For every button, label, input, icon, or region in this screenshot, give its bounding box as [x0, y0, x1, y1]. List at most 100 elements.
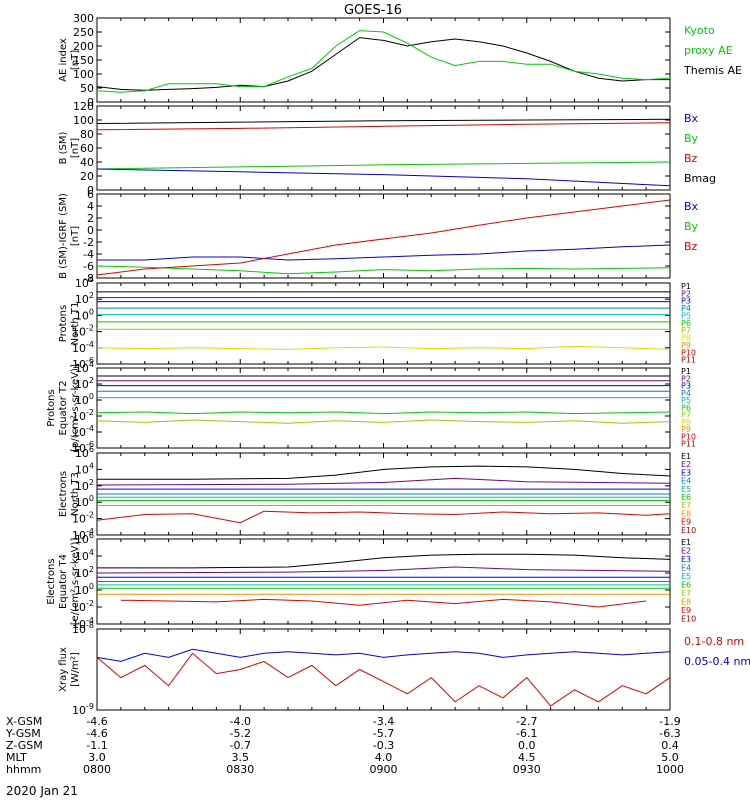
footer-value: 0.4 [661, 739, 679, 752]
legend-entry: E4 [681, 564, 691, 573]
legend-entry: E6 [681, 581, 691, 590]
y-axis-label: [nT] [70, 138, 81, 158]
y-tick-label: 100 [75, 582, 94, 597]
y-axis-label: B (SM) [58, 131, 69, 164]
footer-value: -2.7 [516, 715, 537, 728]
series-line-e1 [97, 465, 670, 480]
panel-frame [96, 105, 671, 191]
y-tick-label: 300 [73, 12, 94, 25]
legend-entry: E9 [681, 518, 691, 527]
series-line-e2 [97, 566, 670, 574]
series-line-by [97, 265, 670, 275]
legend-entry: P10 [681, 348, 696, 357]
footer-value: -4.6 [86, 727, 107, 740]
legend-entry: P9 [681, 425, 691, 434]
footer-value: -4.6 [86, 715, 107, 728]
footer-value: 0930 [513, 763, 541, 776]
y-tick-label: 6 [87, 188, 94, 201]
y-axis-label: [nT] [70, 50, 81, 70]
y-tick-label: 104 [75, 461, 94, 476]
series-line-kyoto-proxy-ae [97, 30, 670, 93]
series-line-p7 [97, 419, 670, 424]
legend-entry: P9 [681, 341, 691, 350]
footer-value: -1.9 [659, 715, 680, 728]
legend-entry: P6 [681, 319, 691, 328]
y-tick-label: 10-9 [72, 702, 94, 717]
footer-value: -5.2 [230, 727, 251, 740]
legend-entry: E7 [681, 589, 691, 598]
y-tick-label: 10-4 [72, 424, 94, 439]
legend-entry: E3 [681, 555, 691, 564]
footer-value: -0.3 [373, 739, 394, 752]
legend-entry: P5 [681, 311, 691, 320]
y-tick-label: 10-2 [72, 599, 94, 614]
y-tick-label: 0 [87, 96, 94, 109]
y-axis-label: [p/(cm²-s-sr-keV)] [70, 364, 81, 452]
footer-row-label: Y-GSM [5, 727, 41, 740]
y-tick-label: 10-4 [72, 616, 94, 631]
legend-entry: P4 [681, 389, 691, 398]
y-axis-label: [W/m²] [70, 652, 81, 687]
footer-row-label: X-GSM [6, 715, 42, 728]
series-line-e2 [97, 477, 670, 486]
legend-entry: E2 [681, 460, 691, 469]
chart-title: GOES-16 [344, 3, 402, 18]
y-tick-label: 10-6 [72, 356, 94, 371]
series-line-e9 [120, 598, 647, 608]
y-tick-label: 100 [75, 307, 94, 322]
legend-entry: E1 [681, 452, 691, 461]
legend-entry: P3 [681, 297, 691, 306]
date-label: 2020 Jan 21 [6, 784, 78, 798]
y-axis-label: Xray flux [58, 647, 69, 692]
series-line-p8 [97, 345, 670, 350]
y-axis-label: Electrons [46, 558, 57, 604]
series-line-e1 [97, 553, 670, 569]
legend-entry: By [684, 220, 699, 233]
y-tick-label: 10-2 [72, 408, 94, 423]
legend-entry: P4 [681, 304, 691, 313]
legend-entry: P7 [681, 411, 691, 420]
y-tick-label: 10-2 [72, 324, 94, 339]
y-tick-label: 0 [87, 224, 94, 237]
y-tick-label: 100 [73, 114, 94, 127]
legend-entry: E10 [681, 615, 696, 624]
legend-entry: P2 [681, 374, 691, 383]
series-line-bz [97, 122, 670, 131]
y-tick-label: 4 [87, 200, 94, 213]
series-line-themis-ae [97, 37, 670, 91]
series-line-by [97, 161, 670, 170]
legend-entry: P3 [681, 382, 691, 391]
footer-value: 0900 [370, 763, 398, 776]
y-tick-label: 10-6 [72, 440, 94, 455]
legend-entry: E6 [681, 493, 691, 502]
footer-row-label: MLT [6, 751, 27, 764]
legend-entry: Bx [684, 112, 699, 125]
legend-entry: P8 [681, 334, 691, 343]
footer-value: 3.0 [88, 751, 106, 764]
y-tick-label: 100 [75, 392, 94, 407]
y-tick-label: -8 [83, 272, 94, 285]
y-axis-label: Equator T4 [58, 554, 69, 609]
legend-entry: E5 [681, 485, 691, 494]
footer-value: 0800 [83, 763, 111, 776]
series-line-0-1-0-8-nm [97, 652, 670, 707]
y-tick-label: 100 [73, 68, 94, 81]
footer-value: 4.0 [375, 751, 393, 764]
footer-value: 0.0 [518, 739, 536, 752]
legend-entry: Bx [684, 200, 699, 213]
y-tick-label: 0 [87, 184, 94, 197]
legend-entry: By [684, 132, 699, 145]
series-line-bx [97, 244, 670, 261]
footer-value: 5.0 [661, 751, 679, 764]
panel-electrons_t4: 10-4 10-2 100 102 104 106 Electrons Equator T4[… [46, 531, 696, 631]
footer-value: -6.1 [516, 727, 537, 740]
legend-entry: Bmag [684, 172, 716, 185]
y-tick-label: 106 [75, 445, 94, 460]
footer-value: 1000 [656, 763, 684, 776]
y-axis-label: Protons [58, 305, 69, 342]
legend-entry: Bz [684, 152, 698, 165]
